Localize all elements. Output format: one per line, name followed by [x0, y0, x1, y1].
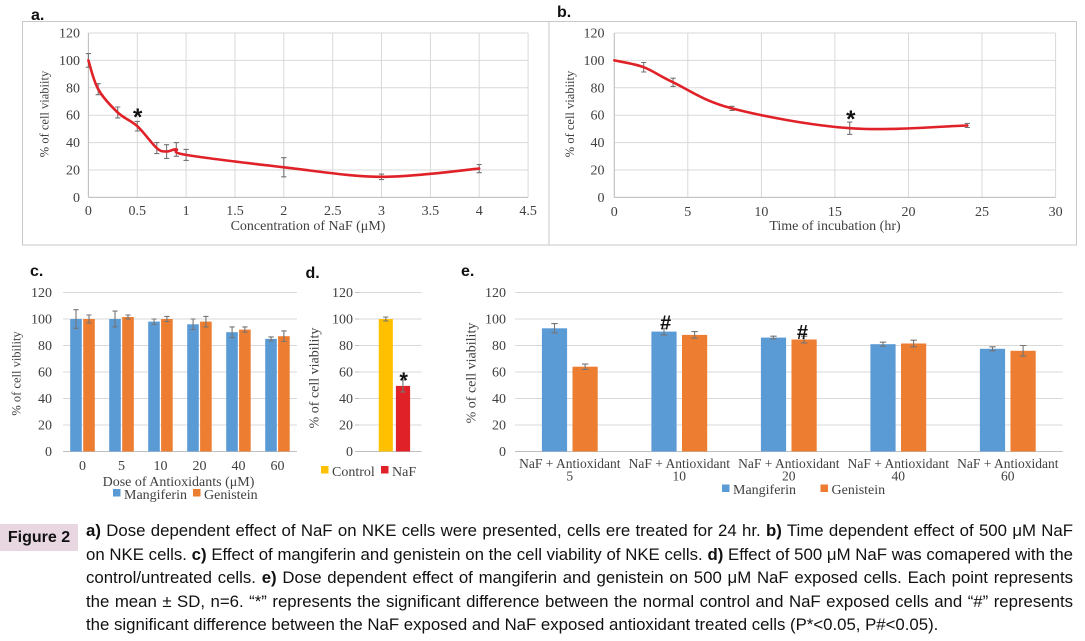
svg-text:60: 60 [66, 109, 80, 124]
svg-text:40: 40 [492, 392, 506, 407]
svg-text:100: 100 [485, 313, 506, 328]
svg-text:0: 0 [73, 191, 80, 206]
svg-text:% of cell vibility: % of cell vibility [9, 331, 23, 416]
svg-text:b.: b. [557, 4, 571, 21]
svg-text:20: 20 [492, 419, 506, 434]
svg-text:Genistein: Genistein [832, 483, 886, 498]
svg-text:80: 80 [38, 339, 52, 354]
svg-text:Mangiferin: Mangiferin [124, 488, 187, 503]
svg-text:30: 30 [1049, 205, 1063, 220]
svg-text:40: 40 [38, 392, 52, 407]
svg-text:% of cell viability: % of cell viability [465, 323, 480, 424]
svg-text:5: 5 [684, 205, 691, 220]
svg-text:#: # [660, 313, 671, 335]
svg-text:40: 40 [892, 469, 906, 484]
svg-text:0: 0 [85, 204, 92, 219]
svg-text:60: 60 [339, 366, 353, 381]
svg-text:1: 1 [183, 204, 190, 219]
svg-text:0: 0 [45, 445, 52, 460]
svg-text:40: 40 [339, 392, 353, 407]
svg-text:100: 100 [59, 54, 80, 69]
svg-text:% of cell viability: % of cell viability [308, 328, 323, 429]
svg-text:80: 80 [492, 339, 506, 354]
svg-text:80: 80 [66, 81, 80, 96]
svg-text:0: 0 [598, 191, 605, 206]
svg-text:2.5: 2.5 [324, 204, 342, 219]
svg-text:40: 40 [591, 136, 605, 151]
svg-text:NaF + Antioxidant: NaF + Antioxidant [519, 456, 621, 471]
svg-text:4: 4 [476, 204, 483, 219]
svg-text:15: 15 [828, 205, 842, 220]
svg-text:3.5: 3.5 [422, 204, 440, 219]
svg-text:1.5: 1.5 [226, 204, 244, 219]
svg-text:Mangiferin: Mangiferin [733, 483, 796, 498]
svg-text:2: 2 [280, 204, 287, 219]
svg-text:100: 100 [332, 313, 353, 328]
svg-text:20: 20 [38, 419, 52, 434]
svg-text:0: 0 [79, 459, 86, 474]
svg-text:120: 120 [332, 286, 353, 301]
svg-text:Control: Control [332, 465, 375, 480]
svg-text:25: 25 [975, 205, 989, 220]
svg-text:60: 60 [271, 459, 285, 474]
svg-text:20: 20 [902, 205, 916, 220]
svg-text:120: 120 [59, 27, 80, 42]
svg-text:60: 60 [1001, 469, 1015, 484]
svg-text:NaF + Antioxidant: NaF + Antioxidant [738, 456, 840, 471]
svg-text:20: 20 [591, 164, 605, 179]
svg-text:c.: c. [30, 263, 43, 280]
svg-text:3: 3 [378, 204, 385, 219]
svg-text:120: 120 [584, 27, 605, 42]
svg-text:4.5: 4.5 [519, 204, 537, 219]
svg-text:60: 60 [38, 366, 52, 381]
svg-text:Concentration of NaF (μM): Concentration of NaF (μM) [231, 219, 386, 234]
svg-text:5: 5 [566, 469, 573, 484]
svg-text:0: 0 [611, 205, 618, 220]
svg-text:80: 80 [591, 81, 605, 96]
svg-text:d.: d. [306, 265, 320, 282]
svg-text:20: 20 [66, 164, 80, 179]
svg-text:120: 120 [31, 286, 52, 301]
svg-text:Dose of Antioxidants (μM): Dose of Antioxidants (μM) [103, 475, 255, 490]
svg-text:e.: e. [461, 263, 474, 280]
svg-text:120: 120 [485, 286, 506, 301]
svg-text:% of cell viabiity: % of cell viabiity [563, 70, 577, 157]
svg-text:0: 0 [346, 445, 353, 460]
svg-text:20: 20 [339, 419, 353, 434]
svg-text:60: 60 [492, 366, 506, 381]
svg-text:*: * [399, 368, 408, 393]
svg-text:Genistein: Genistein [204, 488, 258, 503]
svg-text:NaF: NaF [392, 465, 416, 480]
svg-text:NaF + Antioxidant: NaF + Antioxidant [957, 456, 1059, 471]
svg-text:60: 60 [591, 109, 605, 124]
svg-text:*: * [133, 104, 143, 131]
svg-text:20: 20 [782, 469, 796, 484]
svg-text:#: # [797, 322, 808, 344]
svg-text:10: 10 [754, 205, 768, 220]
svg-text:0: 0 [499, 445, 506, 460]
svg-text:20: 20 [193, 459, 207, 474]
svg-text:100: 100 [584, 54, 605, 69]
svg-text:0.5: 0.5 [129, 204, 147, 219]
svg-text:80: 80 [339, 339, 353, 354]
svg-text:10: 10 [154, 459, 168, 474]
svg-text:*: * [846, 106, 856, 133]
svg-text:a.: a. [31, 7, 44, 24]
svg-text:5: 5 [118, 459, 125, 474]
svg-text:10: 10 [673, 469, 687, 484]
svg-text:40: 40 [66, 136, 80, 151]
svg-text:NaF + Antioxidant: NaF + Antioxidant [629, 456, 731, 471]
svg-text:NaF + Antioxidant: NaF + Antioxidant [848, 456, 950, 471]
svg-text:40: 40 [232, 459, 246, 474]
svg-text:% of cell viabiity: % of cell viabiity [37, 70, 51, 157]
svg-text:Time of incubation (hr): Time of incubation (hr) [769, 219, 901, 234]
svg-text:100: 100 [31, 313, 52, 328]
